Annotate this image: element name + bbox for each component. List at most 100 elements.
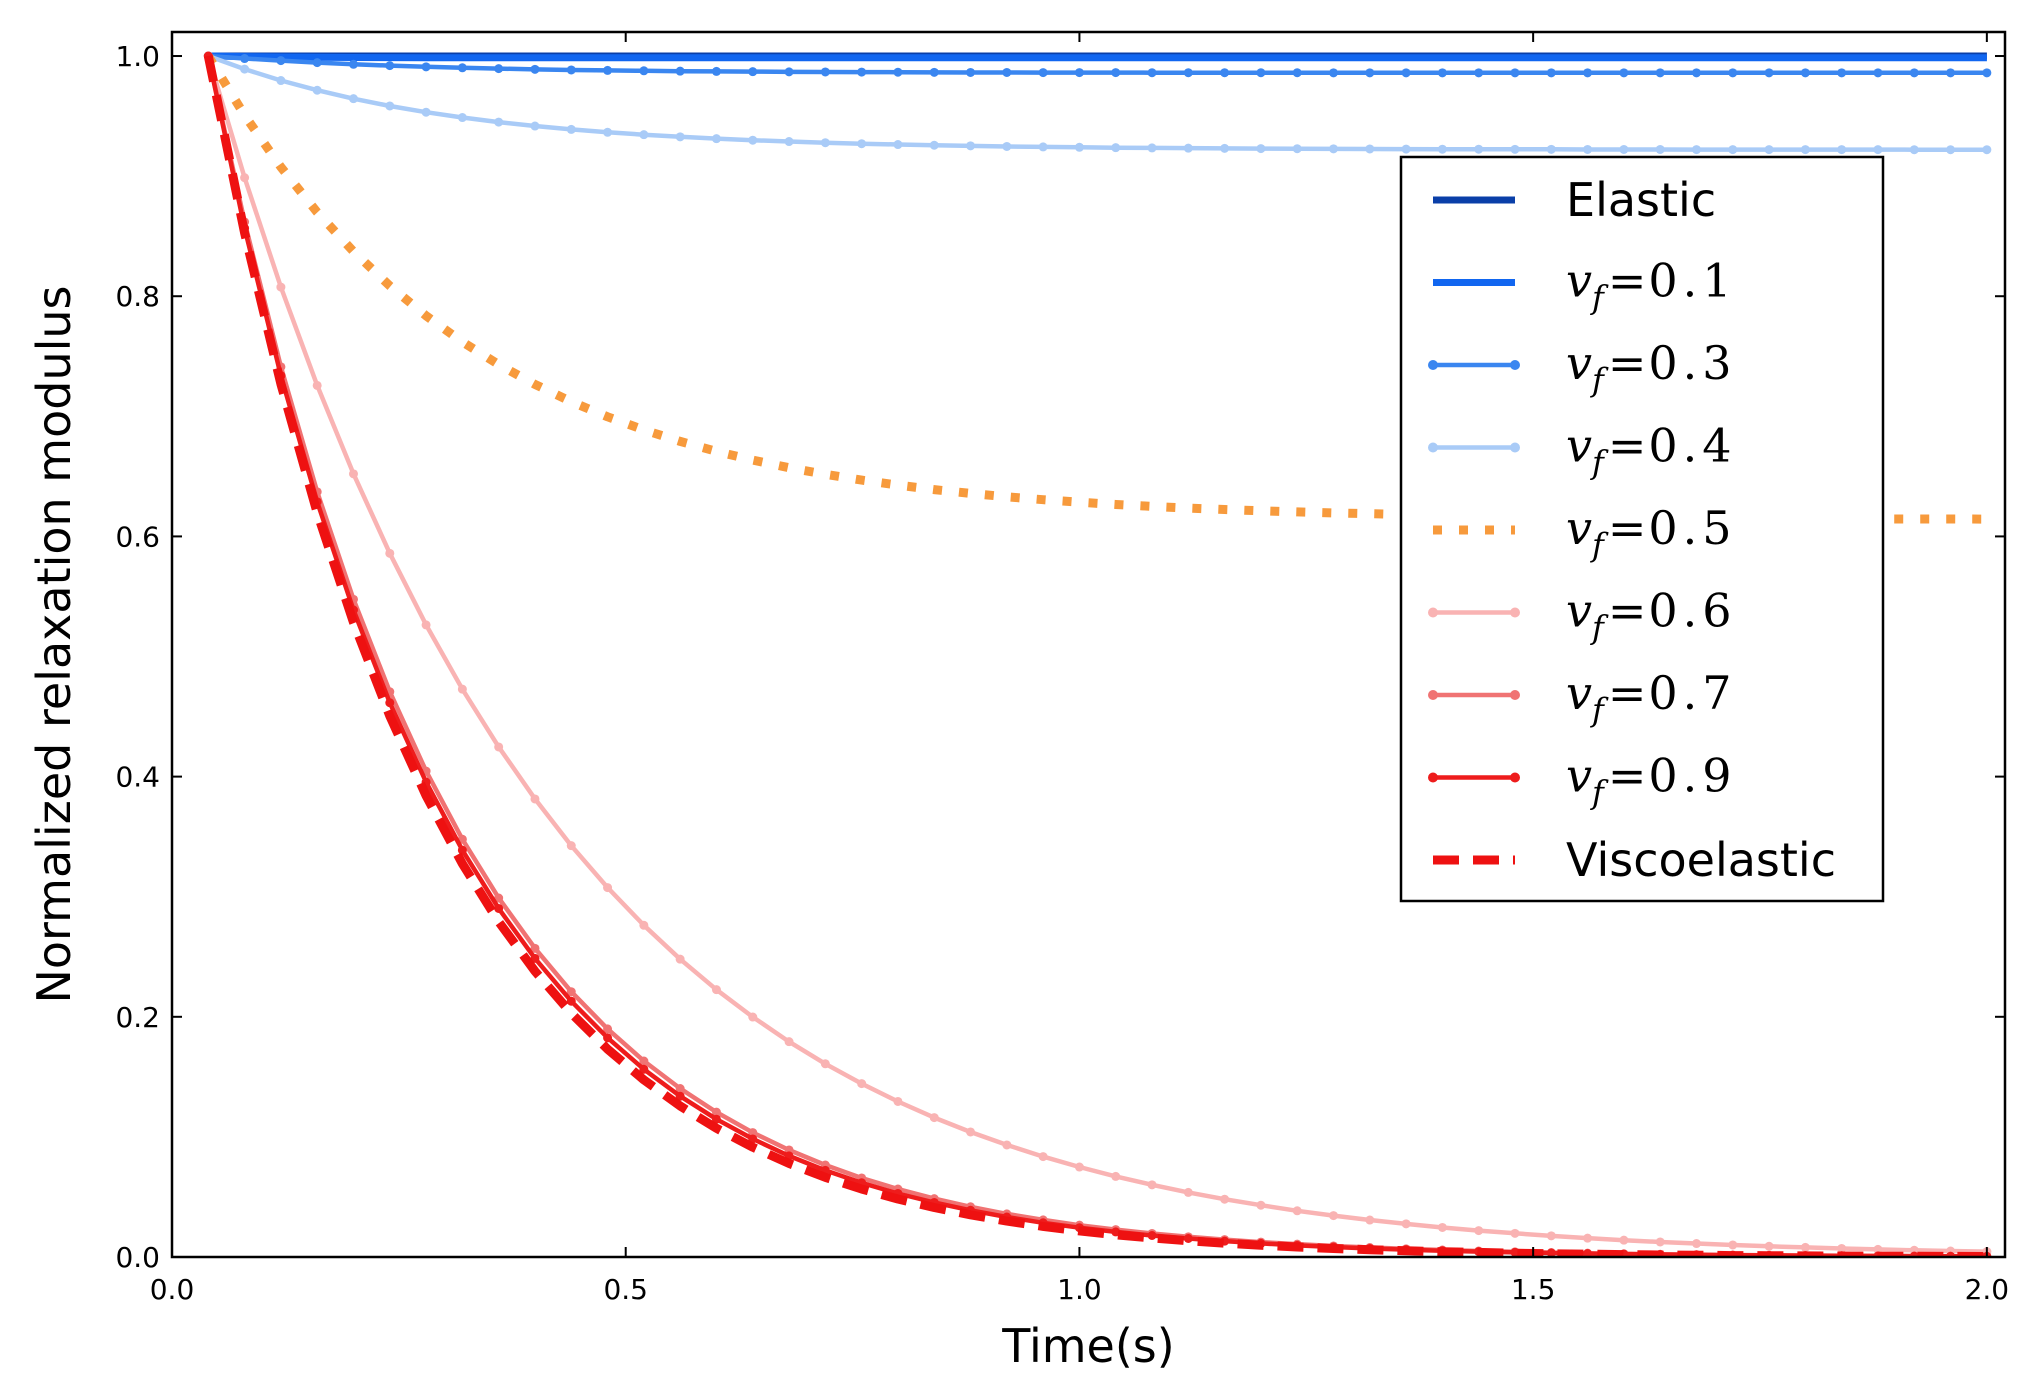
series-line-8 [203, 55, 1987, 1257]
legend-marker [1510, 772, 1520, 783]
series-point [1365, 144, 1375, 154]
y-tick-label: 0.4 [115, 761, 160, 794]
series-point [1147, 68, 1157, 78]
series-point [1147, 1231, 1157, 1241]
series-point [1329, 144, 1339, 154]
series-point [1256, 68, 1266, 78]
series-point [1329, 1211, 1339, 1221]
legend-marker [1510, 442, 1520, 453]
series-point [1909, 1251, 1919, 1257]
series-point [1546, 68, 1556, 78]
series-point [1292, 1206, 1302, 1216]
series-point [675, 1091, 685, 1101]
series-point [1147, 1180, 1157, 1190]
legend-marker [1428, 690, 1438, 700]
series-point [639, 1064, 649, 1074]
series-point [929, 67, 939, 77]
y-tick-label: 0.2 [115, 1001, 160, 1034]
legend-marker [1428, 360, 1438, 370]
series-point [603, 65, 613, 75]
series-point [1329, 68, 1339, 78]
x-axis-label: Time(s) [1001, 1319, 1174, 1373]
series-point [1365, 68, 1375, 78]
series-point [457, 113, 467, 123]
series-point [1183, 143, 1193, 153]
series-point [1111, 68, 1121, 78]
series-point [457, 684, 467, 694]
series-point [675, 954, 685, 964]
series-point [1401, 68, 1411, 78]
x-tick-label: 0.5 [603, 1273, 648, 1306]
series-point [1002, 1140, 1012, 1150]
series-point [966, 1127, 976, 1137]
legend-marker [1428, 442, 1438, 453]
series-point [1946, 145, 1956, 155]
series-point [1655, 1237, 1665, 1247]
series-point [1220, 68, 1230, 78]
series-point [1111, 1227, 1121, 1237]
series-point [1220, 1194, 1230, 1204]
series-point [385, 548, 395, 558]
series-point [1583, 1233, 1593, 1243]
series-point [1474, 1226, 1484, 1236]
series-point [494, 903, 504, 913]
y-tick-label: 0.0 [115, 1241, 160, 1274]
series-point [1437, 68, 1447, 78]
series-point [348, 59, 358, 69]
series-point [1873, 145, 1883, 155]
series-point [1510, 68, 1520, 78]
legend-marker [1510, 690, 1520, 700]
series-point [1256, 1200, 1266, 1210]
legend-label: vf=0.7 [1566, 666, 1737, 729]
series-point [748, 1128, 758, 1138]
y-tick-label: 0.8 [115, 280, 160, 313]
series-point [711, 134, 721, 144]
series-point [784, 67, 794, 77]
series-point [1982, 68, 1992, 78]
series-point [603, 1033, 613, 1043]
x-tick-label: 1.0 [1057, 1273, 1102, 1306]
series-point [857, 139, 867, 149]
series-point [1728, 68, 1738, 78]
series-point [494, 742, 504, 752]
series-point [1038, 68, 1048, 78]
series-point [1583, 144, 1593, 154]
series-point [1619, 1235, 1629, 1245]
series-point [1837, 145, 1847, 155]
series-point [312, 85, 322, 95]
series-point [1183, 68, 1193, 78]
series-point [603, 127, 613, 137]
series-point [893, 140, 903, 150]
series-point [276, 282, 286, 292]
ticks-layer: 0.0 0.5 1.0 1.5 2.0 0.0 0.2 0.4 0.6 0.8 1.0 [115, 32, 2009, 1306]
series-point [1074, 68, 1084, 78]
series-point [675, 132, 685, 142]
series-line-5 [206, 55, 1987, 1254]
series-point [1837, 1243, 1847, 1253]
series-point [312, 58, 322, 68]
series-point [385, 61, 395, 71]
legend-label: Elastic [1566, 173, 1716, 227]
series-point [1038, 142, 1048, 152]
series-point [675, 66, 685, 76]
series-point [857, 67, 867, 77]
series-point [1074, 142, 1084, 152]
series-point [1583, 68, 1593, 78]
series-point [820, 1059, 830, 1069]
series-point [1728, 145, 1738, 155]
series-point [784, 137, 794, 147]
series-point [1873, 68, 1883, 78]
series-point [530, 943, 540, 953]
series-point [1619, 68, 1629, 78]
series-point [1474, 144, 1484, 154]
series-point [1292, 68, 1302, 78]
series-point [457, 63, 467, 73]
series-point [929, 140, 939, 150]
series-point [1764, 68, 1774, 78]
series-point [457, 845, 467, 855]
series-point [385, 101, 395, 111]
legend-label: Viscoelastic [1566, 833, 1836, 887]
series-point [1800, 1242, 1810, 1252]
series-point [1655, 144, 1665, 154]
legend-label: vf=0.4 [1566, 419, 1737, 482]
